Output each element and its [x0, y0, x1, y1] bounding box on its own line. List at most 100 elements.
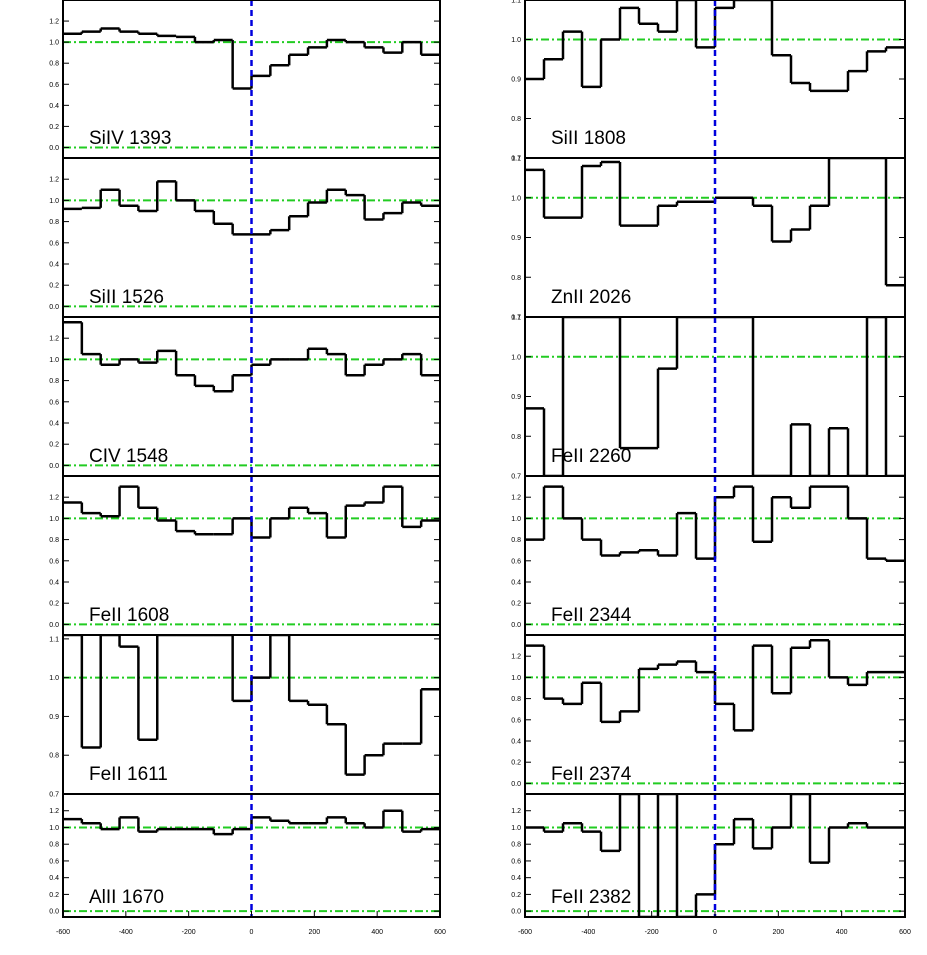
y-tick-label: 0.2 [49, 892, 59, 899]
y-tick-label: 0.4 [511, 580, 521, 587]
y-tick-label: 1.1 [49, 636, 59, 643]
y-tick-label: 1.0 [511, 825, 521, 832]
y-tick-label: 0.8 [49, 842, 59, 849]
y-tick-label: 0.0 [511, 781, 521, 788]
x-tick-label: -200 [645, 929, 659, 936]
y-tick-label: 0.8 [511, 434, 521, 441]
y-tick-label: 0.0 [511, 622, 521, 629]
y-tick-label: 0.4 [49, 262, 59, 269]
y-tick-label: 0.9 [511, 235, 521, 242]
y-tick-label: 1.0 [49, 825, 59, 832]
y-tick-label: 0.2 [49, 124, 59, 131]
y-tick-label: 1.0 [511, 675, 521, 682]
y-tick-label: 1.2 [49, 177, 59, 184]
panel-label: FeII 1611 [89, 764, 168, 785]
y-tick-label: 0.0 [49, 909, 59, 916]
y-tick-label: 0.9 [511, 77, 521, 84]
y-tick-label: 0.6 [49, 558, 59, 565]
y-tick-label: 1.2 [511, 654, 521, 661]
panel [63, 321, 440, 467]
panel-label: CIV 1548 [89, 446, 168, 467]
x-tick-label: -400 [119, 929, 133, 936]
x-tick-label: 400 [836, 929, 848, 936]
y-tick-label: 0.0 [49, 145, 59, 152]
panel-label: FeII 2344 [551, 605, 632, 626]
y-tick-label: 0.8 [511, 537, 521, 544]
y-tick-label: 0.8 [49, 537, 59, 544]
panel-label: FeII 2374 [551, 764, 632, 785]
y-tick-label: 0.6 [49, 858, 59, 865]
y-tick-label: 1.0 [511, 354, 521, 361]
x-tick-label: 600 [899, 929, 911, 936]
y-tick-label: 1.2 [511, 495, 521, 502]
panel-label: ZnII 2026 [551, 287, 631, 308]
y-tick-label: 0.4 [511, 739, 521, 746]
y-tick-label: 1.0 [511, 516, 521, 523]
panel-label: FeII 1608 [89, 605, 169, 626]
y-tick-label: 0.8 [511, 696, 521, 703]
y-tick-label: 1.2 [49, 495, 59, 502]
y-tick-label: 0.6 [511, 717, 521, 724]
y-tick-label: 0.9 [49, 714, 59, 721]
y-tick-label: 0.6 [49, 82, 59, 89]
y-tick-label: 1.0 [511, 195, 521, 202]
panel [525, 0, 905, 93]
x-tick-label: -200 [182, 929, 196, 936]
panel [525, 317, 905, 476]
y-tick-label: 0.9 [511, 394, 521, 401]
y-tick-label: 0.4 [49, 421, 59, 428]
y-tick-label: 0.8 [511, 842, 521, 849]
y-tick-label: 1.0 [49, 675, 59, 682]
x-tick-label: 600 [434, 929, 446, 936]
x-tick-label: 0 [250, 929, 254, 936]
y-tick-label: 0.2 [511, 601, 521, 608]
x-tick-label: 200 [308, 929, 320, 936]
y-tick-label: 0.8 [49, 753, 59, 760]
x-tick-label: -600 [518, 929, 532, 936]
x-tick-label: 400 [371, 929, 383, 936]
y-tick-label: 0.4 [511, 875, 521, 882]
y-tick-label: 0.6 [511, 558, 521, 565]
y-tick-label: 0.0 [511, 909, 521, 916]
panel-label: AlII 1670 [89, 887, 164, 908]
y-tick-label: 0.8 [511, 116, 521, 123]
y-tick-label: 0.7 [49, 792, 59, 799]
y-tick-label: 1.0 [49, 357, 59, 364]
y-tick-label: 0.7 [511, 315, 521, 322]
y-tick-label: 0.8 [511, 275, 521, 282]
panel [525, 485, 905, 626]
y-tick-label: 0.4 [49, 580, 59, 587]
x-tick-label: -600 [56, 929, 70, 936]
panel [525, 158, 905, 287]
panel-label: SiIV 1393 [89, 128, 171, 149]
y-tick-label: 0.2 [511, 892, 521, 899]
y-tick-label: 1.0 [511, 37, 521, 44]
y-tick-label: 0.2 [49, 283, 59, 290]
y-tick-label: 0.0 [49, 622, 59, 629]
y-tick-label: 0.4 [49, 875, 59, 882]
y-tick-label: 0.6 [49, 399, 59, 406]
x-tick-label: 0 [713, 929, 717, 936]
y-tick-label: 0.8 [49, 378, 59, 385]
y-tick-label: 0.7 [511, 474, 521, 481]
y-tick-label: 1.0 [49, 198, 59, 205]
x-tick-label: 200 [772, 929, 784, 936]
panel-label: FeII 2382 [551, 887, 631, 908]
y-tick-label: 1.2 [511, 808, 521, 815]
y-tick-label: 0.0 [49, 304, 59, 311]
x-tick-label: -400 [581, 929, 595, 936]
y-tick-label: 1.1 [511, 156, 521, 163]
y-tick-label: 0.4 [49, 103, 59, 110]
panel-label: SiII 1808 [551, 128, 626, 149]
y-tick-label: 1.1 [511, 0, 521, 5]
panel-label: FeII 2260 [551, 446, 631, 467]
y-tick-label: 0.6 [49, 240, 59, 247]
y-tick-label: 0.2 [49, 442, 59, 449]
y-tick-label: 1.0 [49, 516, 59, 523]
y-tick-label: 0.7 [511, 156, 521, 163]
y-tick-label: 1.1 [511, 315, 521, 322]
y-tick-label: 0.2 [511, 760, 521, 767]
y-tick-label: 0.8 [49, 219, 59, 226]
